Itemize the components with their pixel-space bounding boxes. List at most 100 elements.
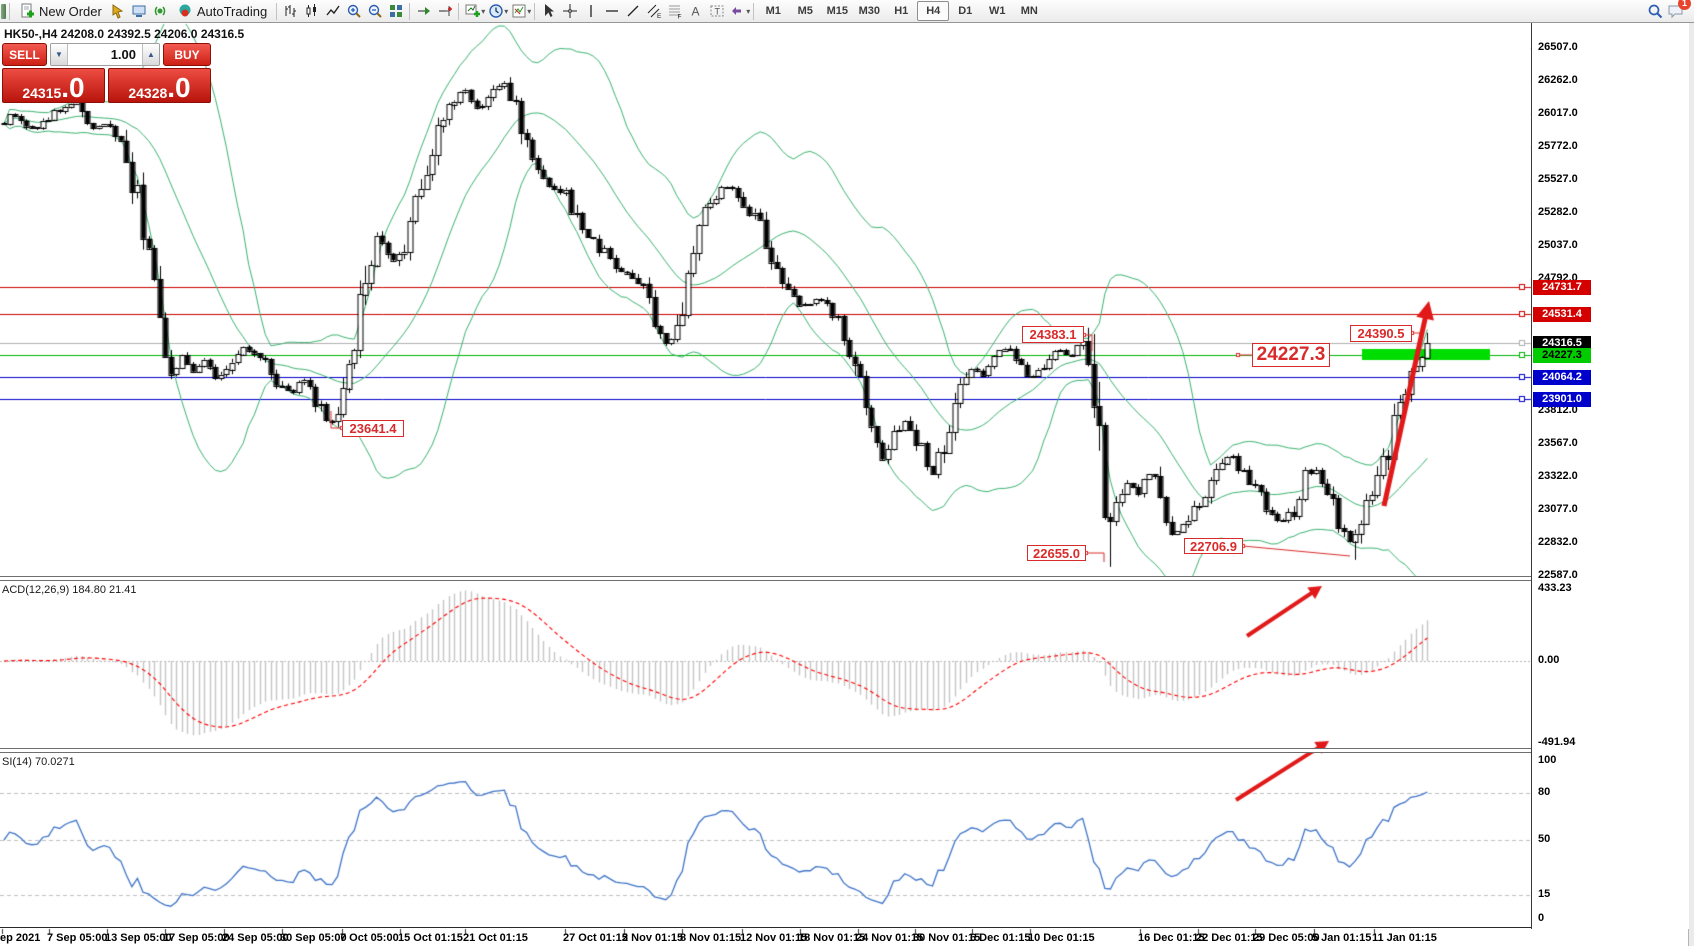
time-axis[interactable]: ep 2021 7 Sep 05:00 13 Sep 05:00 17 Sep 05:…: [0, 929, 1694, 946]
toolbar-separator: [9, 2, 10, 20]
panel-splitter-macd[interactable]: [0, 576, 1531, 581]
terminal-icon[interactable]: [129, 1, 150, 21]
price-callout-label[interactable]: 23641.4: [342, 420, 404, 437]
timeframe-W1[interactable]: W1: [989, 5, 1006, 17]
volume-increase-button[interactable]: ▲: [142, 44, 159, 65]
new-order-label: New Order: [39, 3, 102, 19]
sell-price[interactable]: 24315.0: [2, 68, 105, 103]
line-chart-icon[interactable]: [322, 1, 343, 21]
chevron-down-icon[interactable]: ▾: [481, 6, 486, 16]
shapes-icon[interactable]: [727, 1, 748, 21]
svg-text:A: A: [691, 5, 699, 19]
price-callout-label[interactable]: 24390.5: [1350, 325, 1412, 342]
clipped-toolbar-icon: [1, 3, 6, 19]
text-icon[interactable]: A: [685, 1, 706, 21]
period-selector-icon[interactable]: [485, 1, 506, 21]
zoom-in-icon[interactable]: [343, 1, 364, 21]
volume-stepper: ▼ 1.00 ▲: [50, 43, 160, 66]
new-order-button[interactable]: New Order: [13, 1, 108, 21]
chart-shift-icon[interactable]: [434, 1, 455, 21]
date-tick-label: 7 Sep 05:00: [47, 932, 108, 944]
timeframe-MN[interactable]: MN: [1020, 5, 1038, 17]
date-tick-label: 17 Sep 05:00: [163, 932, 230, 944]
price-callout-label[interactable]: 22706.9: [1184, 538, 1243, 554]
date-tick-label: 24 Sep 05:00: [222, 932, 289, 944]
date-tick-label: 13 Sep 05:00: [105, 932, 172, 944]
date-tick-label: 16 Dec 01:15: [1138, 932, 1205, 944]
price-level-label: 24227.3: [1533, 347, 1591, 363]
price-axis[interactable]: 26507.0 26262.0 26017.0 25772.0 25527.0 25282…: [1531, 23, 1689, 929]
sell-button[interactable]: SELL: [2, 43, 47, 66]
indicators-icon[interactable]: [508, 1, 529, 21]
sell-price-int: 24315: [22, 85, 62, 101]
timeframe-D1[interactable]: D1: [958, 5, 973, 17]
fibonacci-icon[interactable]: F: [664, 1, 685, 21]
date-tick-label: 8 Nov 01:15: [680, 932, 742, 944]
buy-price-int: 24328: [128, 85, 168, 101]
signals-icon[interactable]: [150, 1, 171, 21]
timeframe-H1[interactable]: H1: [894, 5, 909, 17]
panel-splitter-rsi[interactable]: [0, 748, 1531, 753]
price-tick-label: 22587.0: [1538, 569, 1578, 581]
macd-axis-label: 0.00: [1538, 654, 1560, 666]
notifications-icon[interactable]: 1: [1665, 0, 1691, 21]
date-tick-label: 18 Nov 01:15: [798, 932, 866, 944]
expert-advisors-icon[interactable]: [108, 1, 129, 21]
timeframe-M5[interactable]: M5: [797, 5, 813, 17]
macd-axis-label: 433.23: [1538, 582, 1572, 594]
cursor-icon[interactable]: [538, 1, 559, 21]
search-icon[interactable]: [1644, 1, 1665, 21]
toolbar-separator: [409, 2, 411, 20]
svg-text:E: E: [657, 13, 662, 19]
label-icon[interactable]: T: [706, 1, 727, 21]
channel-icon[interactable]: E: [643, 1, 664, 21]
autotrading-icon: [179, 4, 191, 17]
buy-price-dec: .0: [167, 72, 191, 104]
rsi-axis-label: 80: [1538, 785, 1551, 798]
autotrading-button[interactable]: AutoTrading: [171, 1, 273, 21]
vertical-line-icon[interactable]: [580, 1, 601, 21]
price-tick-label: 26017.0: [1538, 107, 1578, 119]
new-chart-icon[interactable]: [462, 1, 483, 21]
rsi-axis-label: 0: [1538, 912, 1545, 924]
timeframe-M15[interactable]: M15: [826, 5, 848, 17]
price-level-label: 24531.4: [1533, 306, 1591, 322]
timeframe-H4[interactable]: H4: [917, 1, 950, 21]
zoom-out-icon[interactable]: [364, 1, 385, 21]
price-tick-label: 22832.0: [1538, 536, 1578, 548]
chevron-down-icon[interactable]: ▾: [504, 6, 509, 16]
date-tick-label: ep 2021: [0, 932, 41, 944]
tile-windows-icon[interactable]: [385, 1, 406, 21]
macd-indicator-label: ACD(12,26,9) 184.80 21.41: [2, 584, 137, 596]
chevron-down-icon[interactable]: ▾: [746, 6, 751, 16]
panel-bottom-border: [0, 927, 1531, 928]
horizontal-line-icon[interactable]: [601, 1, 622, 21]
trendline-icon[interactable]: [622, 1, 643, 21]
crosshair-icon[interactable]: [559, 1, 580, 21]
volume-decrease-button[interactable]: ▼: [51, 44, 68, 65]
buy-button[interactable]: BUY: [163, 43, 211, 66]
price-callout-label[interactable]: 22655.0: [1027, 545, 1086, 561]
price-tick-label: 26262.0: [1538, 74, 1578, 86]
price-level-label: 24064.2: [1533, 369, 1591, 385]
timeframe-M30[interactable]: M30: [858, 5, 880, 17]
rsi-axis-label: 100: [1538, 754, 1557, 766]
candlestick-chart-icon[interactable]: [301, 1, 322, 21]
price-tick-label: 25037.0: [1538, 239, 1578, 251]
price-level-label: 24731.7: [1533, 279, 1591, 295]
price-tick-label: 25282.0: [1538, 206, 1578, 218]
chevron-down-icon[interactable]: ▾: [527, 6, 532, 16]
rsi-axis-label: 15: [1538, 888, 1551, 901]
date-tick-label: 7 Oct 05:00: [340, 932, 399, 944]
volume-input[interactable]: 1.00: [110, 47, 136, 62]
date-tick-label: 21 Oct 01:15: [463, 932, 528, 944]
price-tick-label: 23077.0: [1538, 503, 1578, 515]
price-callout-label[interactable]: 24227.3: [1252, 343, 1330, 367]
date-tick-label: 5 Jan 01:15: [1312, 932, 1372, 944]
buy-price[interactable]: 24328.0: [108, 68, 211, 103]
bar-chart-icon[interactable]: [280, 1, 301, 21]
timeframe-M1[interactable]: M1: [765, 5, 781, 17]
price-callout-label[interactable]: 24383.1: [1022, 326, 1084, 343]
auto-scroll-icon[interactable]: [413, 1, 434, 21]
